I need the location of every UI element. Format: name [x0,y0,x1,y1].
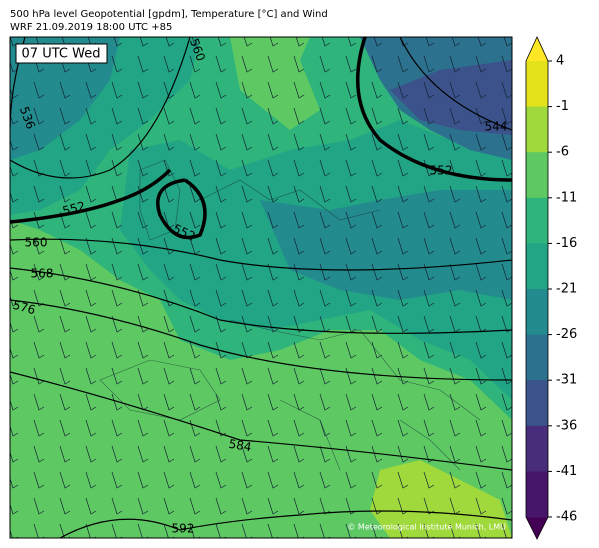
colorbar-band [526,197,548,244]
contour-line-552 [355,37,512,182]
contour-label: 568 [31,267,54,281]
colorbar-tick-label: -41 [556,464,577,479]
colorbar-tick-label: -46 [556,510,577,525]
contour-label: 592 [172,522,195,536]
contour-label: 552 [430,164,453,178]
colorbar-band [526,334,548,381]
colorbar-tick-label: -21 [556,282,577,297]
colorbar-tick-label: -6 [556,145,569,160]
colorbar-tick-label: -11 [556,190,577,205]
colorbar-tick-label: 4 [556,54,564,69]
contour-line [10,267,512,334]
contour-label: 576 [11,298,37,317]
colorbar-extend [526,37,548,61]
contour-line [10,37,191,179]
contour-line [10,371,512,471]
wind-barbs [10,37,512,538]
colorbar-band [526,380,548,427]
coastlines [99,159,481,471]
header-line2: WRF 21.09.2019 18:00 UTC +85 [10,22,172,33]
contour-line-552 [10,168,207,240]
colorbar-band [526,61,548,108]
time-label: 07 UTC Wed [22,47,101,62]
colorbar: 4 -1 -6 -11 -16 -21 -26 -31 -36 -41 -46 [525,36,577,540]
colorbar-band [526,106,548,153]
contour-label: 544 [485,120,508,134]
colorbar-tick-label: -26 [556,327,577,342]
colorbar-band [526,289,548,336]
contour-line [10,299,512,381]
colorbar-tick-label: -1 [556,99,569,114]
colorbar-tick-label: -36 [556,418,577,433]
colorbar-band [526,425,548,472]
map: 07 UTC Wed 560 536 552 552 544 552 560 5… [10,37,512,538]
time-label-box [15,43,108,64]
contour-line [399,37,512,131]
contour-label: 584 [228,437,253,455]
contour-label: 552 [61,199,87,218]
contour-line [10,238,512,271]
colorbar-tick-label: -16 [556,236,577,251]
header-line1: 500 hPa level Geopotential [gpdm], Tempe… [10,9,328,20]
colorbar-band [526,243,548,290]
colorbar-band [526,471,548,518]
colorbar-tick-label: -31 [556,373,577,388]
colorbar-extend [526,517,548,539]
colorbar-band [526,152,548,199]
map-frame [9,36,513,539]
credit: © Meteorological Institute Munich, LMU [347,523,506,532]
contour-line [59,510,512,538]
contour-label: 560 [25,236,48,250]
